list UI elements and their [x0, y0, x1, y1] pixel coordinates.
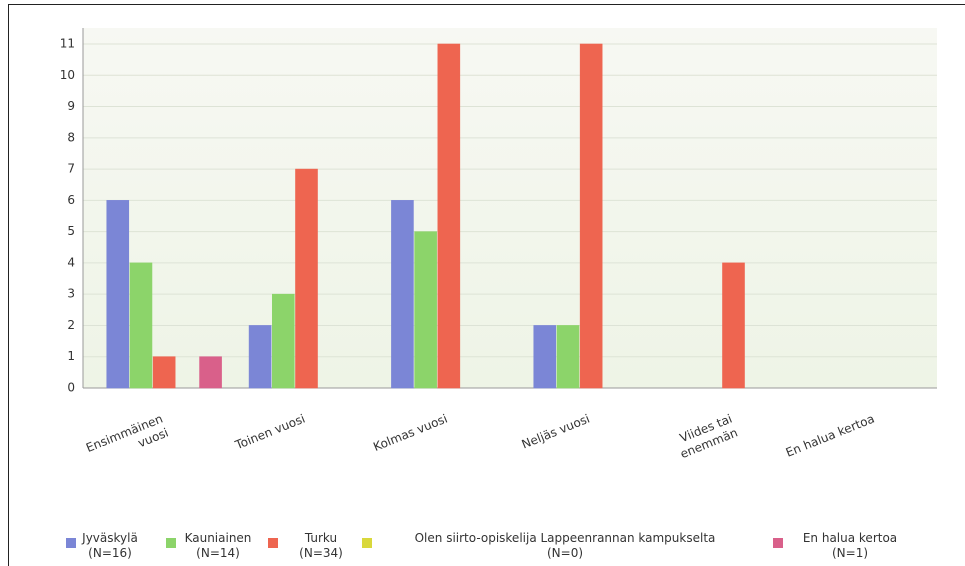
legend-swatch	[66, 538, 76, 548]
bar	[414, 231, 437, 389]
legend-swatch	[166, 538, 176, 548]
plot-area	[83, 28, 937, 388]
bar	[106, 200, 130, 389]
y-tick-label: 3	[67, 287, 75, 301]
bar	[295, 168, 318, 389]
bar	[722, 262, 745, 389]
y-tick-label: 4	[67, 255, 75, 269]
y-tick-label: 7	[67, 162, 75, 176]
legend-label: En halua kertoa (N=1)	[803, 531, 897, 560]
legend-swatch	[268, 538, 278, 548]
y-tick-label: 5	[67, 224, 75, 238]
legend-swatch	[773, 538, 783, 548]
bar	[152, 356, 176, 389]
y-tick-label: 9	[67, 99, 75, 113]
y-tick-label: 8	[67, 130, 75, 144]
bar	[533, 325, 557, 389]
legend-label: Turku (N=34)	[299, 531, 343, 560]
bar	[271, 293, 295, 389]
bar	[129, 262, 153, 389]
y-tick-label: 2	[67, 318, 75, 332]
bar	[579, 43, 603, 389]
legend-swatch	[362, 538, 372, 548]
bar	[437, 43, 461, 389]
bar	[556, 325, 580, 389]
bar	[391, 200, 414, 389]
legend-label: Jyväskylä (N=16)	[81, 531, 138, 560]
y-tick-label: 6	[67, 193, 75, 207]
y-tick-label: 11	[60, 37, 75, 51]
legend-label: Olen siirto-opiskelija Lappeenrannan kam…	[415, 531, 716, 560]
bar	[248, 325, 272, 389]
y-tick-label: 10	[60, 68, 75, 82]
bar	[199, 356, 222, 389]
y-tick-label: 0	[67, 381, 75, 395]
legend-label: Kauniainen (N=14)	[185, 531, 252, 560]
y-tick-label: 1	[67, 349, 75, 363]
